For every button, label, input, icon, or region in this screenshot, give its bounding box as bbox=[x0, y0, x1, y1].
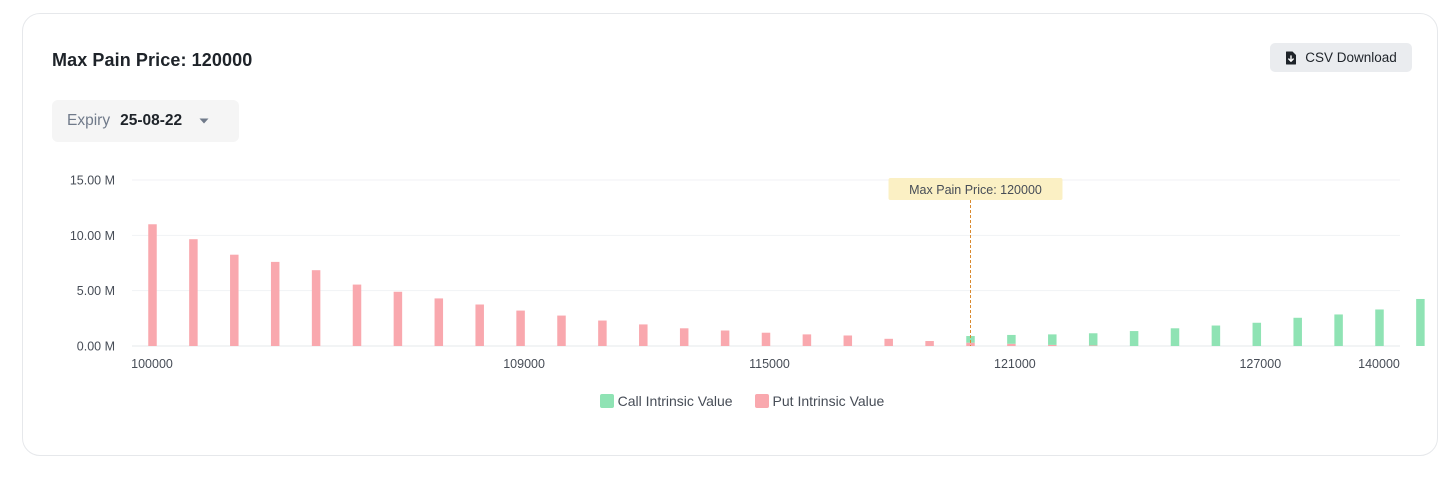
put-bar[interactable] bbox=[925, 341, 934, 346]
put-bar[interactable] bbox=[230, 254, 239, 346]
call-bar[interactable] bbox=[1129, 331, 1139, 346]
download-file-icon bbox=[1286, 51, 1297, 64]
legend-item-call[interactable]: Call Intrinsic Value bbox=[599, 393, 733, 409]
call-bar[interactable] bbox=[1375, 309, 1384, 346]
expiry-value: 25-08-22 bbox=[120, 112, 183, 129]
x-tick-label: 140000 bbox=[1358, 357, 1400, 371]
put-bar[interactable] bbox=[843, 335, 853, 346]
csv-download-button[interactable]: CSV Download bbox=[1270, 43, 1412, 72]
legend-item-put[interactable]: Put Intrinsic Value bbox=[754, 393, 885, 409]
call-bar[interactable] bbox=[1252, 322, 1262, 346]
call-bars bbox=[966, 298, 1425, 346]
put-bars bbox=[148, 224, 1098, 347]
chart-legend: Call Intrinsic Value Put Intrinsic Value bbox=[0, 393, 1456, 409]
put-bar[interactable] bbox=[270, 261, 280, 346]
call-bar[interactable] bbox=[1334, 314, 1343, 346]
call-bar[interactable] bbox=[1211, 325, 1221, 346]
y-tick-label: 0.00 M bbox=[77, 340, 115, 354]
call-bar[interactable] bbox=[1007, 334, 1016, 344]
y-tick-label: 10.00 M bbox=[70, 229, 115, 243]
page-title: Max Pain Price: 120000 bbox=[52, 50, 253, 70]
max-pain-label-background bbox=[888, 178, 1063, 200]
legend-swatch-put bbox=[754, 394, 769, 408]
expiry-select[interactable]: Expiry 25-08-22 bbox=[52, 100, 239, 142]
call-bar[interactable] bbox=[1293, 317, 1302, 346]
put-bar[interactable] bbox=[802, 334, 812, 346]
put-bar[interactable] bbox=[557, 315, 566, 346]
legend-label-put: Put Intrinsic Value bbox=[772, 393, 885, 409]
caret-down-icon bbox=[199, 118, 209, 124]
x-tick-label: 127000 bbox=[1239, 357, 1281, 371]
put-bar[interactable] bbox=[311, 270, 321, 346]
max-pain-chart: 0.00 M5.00 M10.00 M15.00 M 100000 109000 1… bbox=[70, 174, 1425, 371]
put-bar[interactable] bbox=[434, 298, 444, 346]
call-bar[interactable] bbox=[1416, 298, 1425, 346]
put-bar[interactable] bbox=[598, 320, 607, 346]
put-bar[interactable] bbox=[720, 330, 730, 346]
max-pain-label: Max Pain Price: 120000 bbox=[909, 183, 1042, 197]
put-bar[interactable] bbox=[966, 342, 975, 346]
legend-swatch-call bbox=[599, 394, 614, 408]
call-bar[interactable] bbox=[1170, 328, 1180, 346]
put-bar[interactable] bbox=[189, 239, 198, 346]
call-bar[interactable] bbox=[966, 336, 975, 343]
put-bar[interactable] bbox=[352, 284, 362, 346]
y-tick-label: 5.00 M bbox=[77, 284, 115, 298]
max-pain-card: Max Pain Price: 120000 CSV Download Expi… bbox=[22, 13, 1438, 456]
y-tick-label: 15.00 M bbox=[70, 174, 115, 188]
csv-download-label: CSV Download bbox=[1305, 50, 1397, 65]
put-bar[interactable] bbox=[1048, 344, 1057, 346]
put-bar[interactable] bbox=[639, 324, 648, 346]
call-bar[interactable] bbox=[1048, 334, 1057, 345]
put-bar[interactable] bbox=[679, 328, 689, 346]
legend-label-call: Call Intrinsic Value bbox=[617, 393, 733, 409]
grid-lines bbox=[132, 179, 1400, 347]
put-bar[interactable] bbox=[1088, 345, 1098, 346]
x-tick-label: 115000 bbox=[749, 357, 790, 371]
expiry-label: Expiry bbox=[67, 112, 111, 129]
put-bar[interactable] bbox=[475, 304, 484, 347]
call-bar[interactable] bbox=[1088, 333, 1098, 346]
put-bar[interactable] bbox=[516, 310, 525, 346]
max-pain-marker: Max Pain Price: 120000 bbox=[888, 178, 1063, 346]
x-tick-label: 109000 bbox=[503, 357, 545, 371]
x-tick-label: 121000 bbox=[994, 357, 1036, 371]
x-axis-ticks: 100000 109000 115000 121000 127000 140000 bbox=[131, 357, 1400, 371]
put-bar[interactable] bbox=[884, 338, 893, 346]
put-bar[interactable] bbox=[393, 291, 403, 346]
y-axis-ticks: 0.00 M 5.00 M 10.00 M 15.00 M bbox=[70, 174, 115, 354]
put-bar[interactable] bbox=[1007, 343, 1016, 346]
put-bar[interactable] bbox=[761, 332, 771, 346]
x-tick-label: 100000 bbox=[131, 357, 173, 371]
put-bar[interactable] bbox=[148, 224, 157, 346]
